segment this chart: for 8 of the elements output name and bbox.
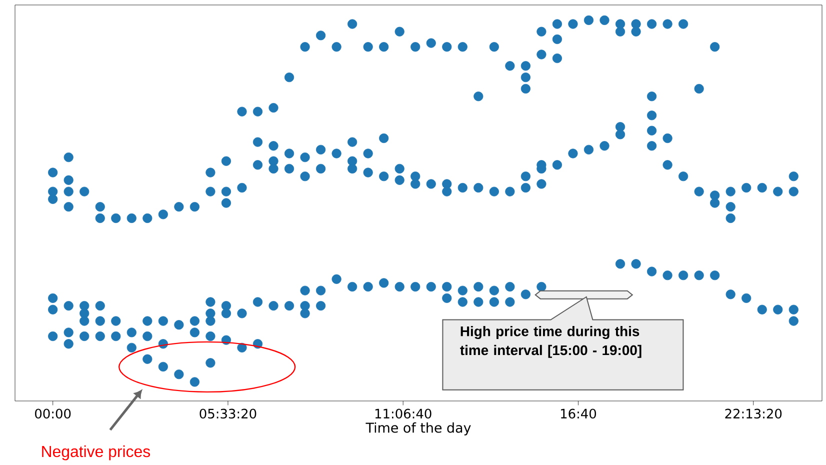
x-tick-label: 16:40 (560, 408, 596, 419)
x-tick-label: 11:06:40 (375, 408, 432, 419)
text: Negative prices (42, 445, 150, 460)
x-tick-label: 22:13:20 (725, 408, 782, 419)
annotation: High price time during this time interval [15:00 - 19:00] (460, 326, 642, 358)
x-tick-label: 05:33:20 (200, 408, 256, 419)
x-tick-label: 00:00 (35, 408, 71, 419)
x-axis-title: Time of the day (366, 422, 471, 436)
